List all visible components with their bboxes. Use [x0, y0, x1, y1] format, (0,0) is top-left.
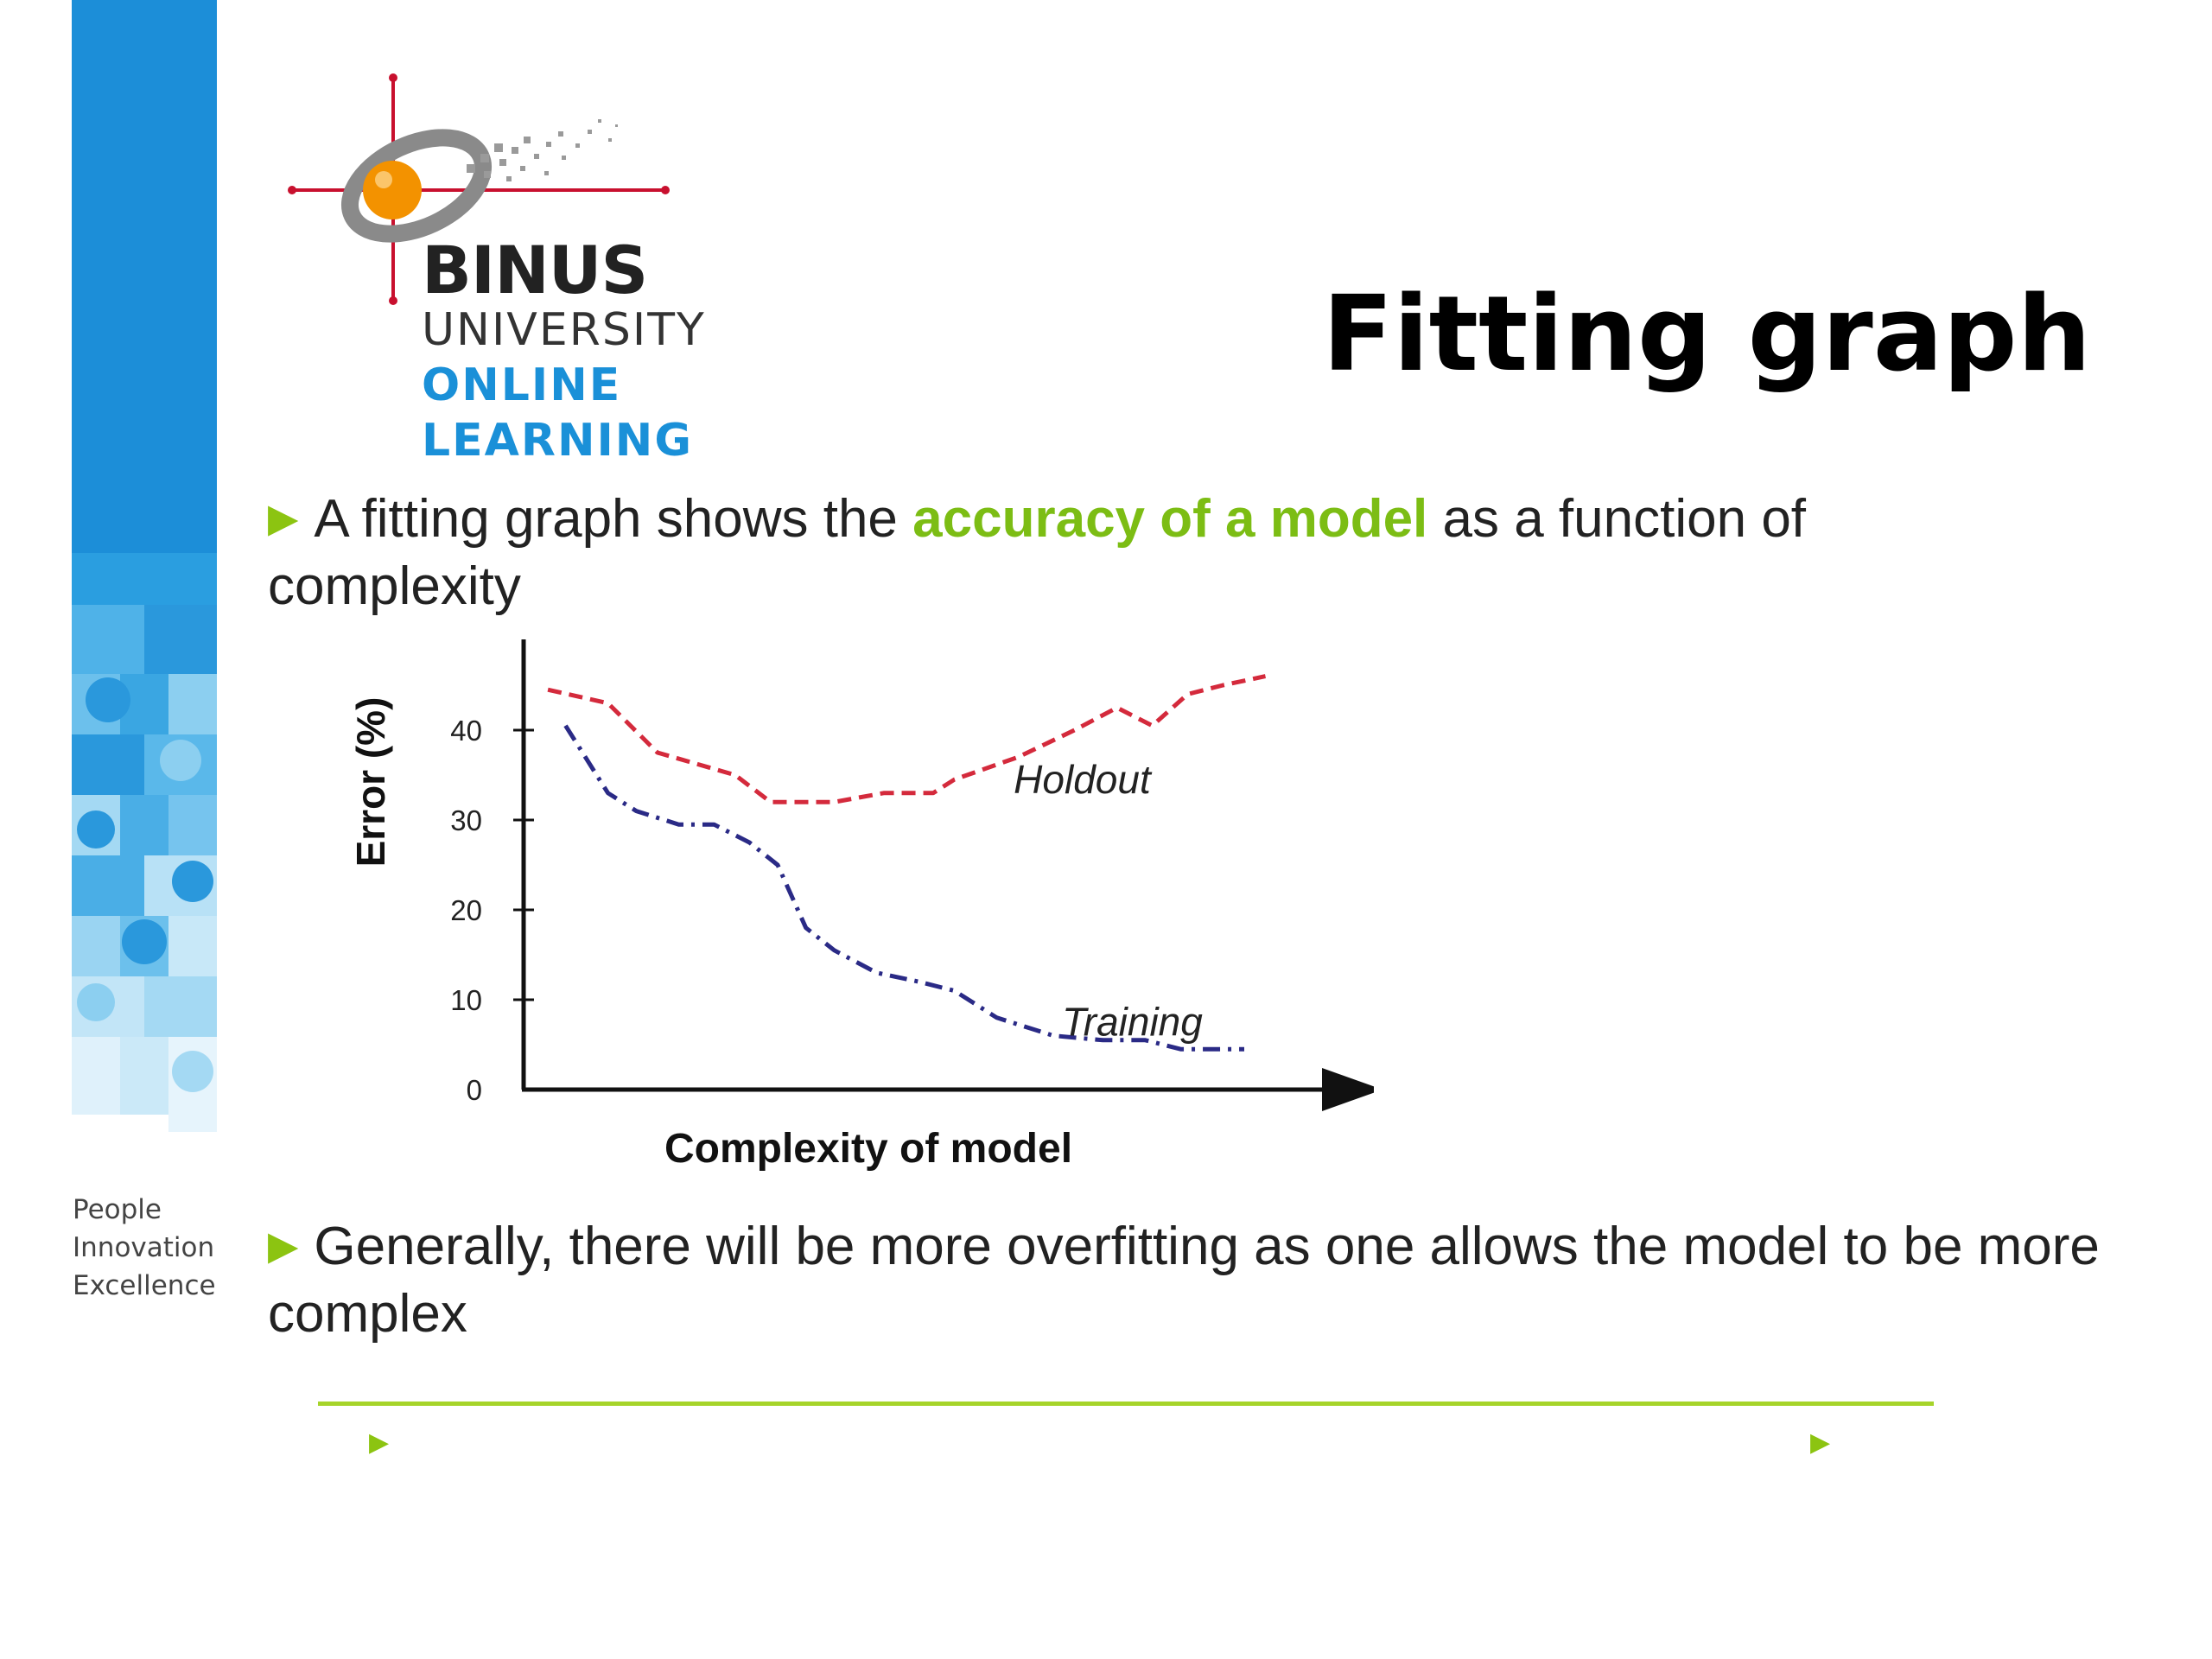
series-line-training [563, 724, 1244, 1052]
bullet-text: Generally, there will be more overfittin… [268, 1217, 2100, 1344]
x-axis-label: Complexity of model [664, 1126, 1072, 1172]
y-tick-label: 10 [450, 984, 482, 1016]
y-tick-label: 30 [450, 804, 482, 836]
logo-online-text: ONLINE [422, 359, 622, 411]
fitting-graph-chart: 0 10 20 30 40 Holdout Training Complexity of … [348, 639, 1374, 1172]
logo-mark-icon [288, 73, 670, 305]
bullet-point: ▶ Generally, there will be more overfitti… [268, 1211, 2100, 1348]
bullet-arrow-icon: ▶ [268, 1223, 299, 1268]
logo-learning-text: LEARNING [422, 415, 694, 467]
chart-axes [521, 639, 1374, 1111]
y-tick-label: 40 [450, 715, 482, 747]
series-label-holdout: Holdout [1014, 757, 1153, 802]
chart-series: Holdout Training [547, 674, 1267, 1052]
binus-logo: BINUS UNIVERSITY ONLINE LEARNING [276, 69, 726, 475]
bullet-text: as a function of complexity [268, 489, 1807, 616]
sidebar-decoration [72, 0, 217, 1132]
logo-binus-text: BINUS [422, 232, 648, 308]
tagline-line: Excellence [73, 1270, 216, 1301]
series-line-holdout [547, 674, 1267, 804]
y-axis-label: Error (%) [348, 697, 393, 868]
prev-slide-arrow-icon[interactable]: ▶ [369, 1428, 390, 1457]
y-tick-label: 0 [467, 1074, 482, 1106]
bullet-highlight: accuracy of a model [912, 489, 1428, 549]
slide-title: Fitting graph [1322, 275, 2091, 395]
next-slide-arrow-icon[interactable]: ▶ [1810, 1428, 1831, 1457]
series-label-training: Training [1062, 1000, 1203, 1045]
bullet-point: ▶ A fitting graph shows the accuracy of a… [268, 484, 2013, 620]
bullet-text: A fitting graph shows the [314, 489, 913, 549]
logo-university-text: UNIVERSITY [422, 304, 706, 356]
y-tick-label: 20 [450, 894, 482, 926]
footer-divider [318, 1402, 1934, 1406]
tagline-line: Innovation [73, 1232, 215, 1263]
tagline-line: People [73, 1194, 162, 1225]
bullet-arrow-icon: ▶ [268, 495, 299, 540]
y-ticks: 0 10 20 30 40 [450, 715, 534, 1106]
tagline: People Innovation Excellence [73, 1191, 216, 1305]
